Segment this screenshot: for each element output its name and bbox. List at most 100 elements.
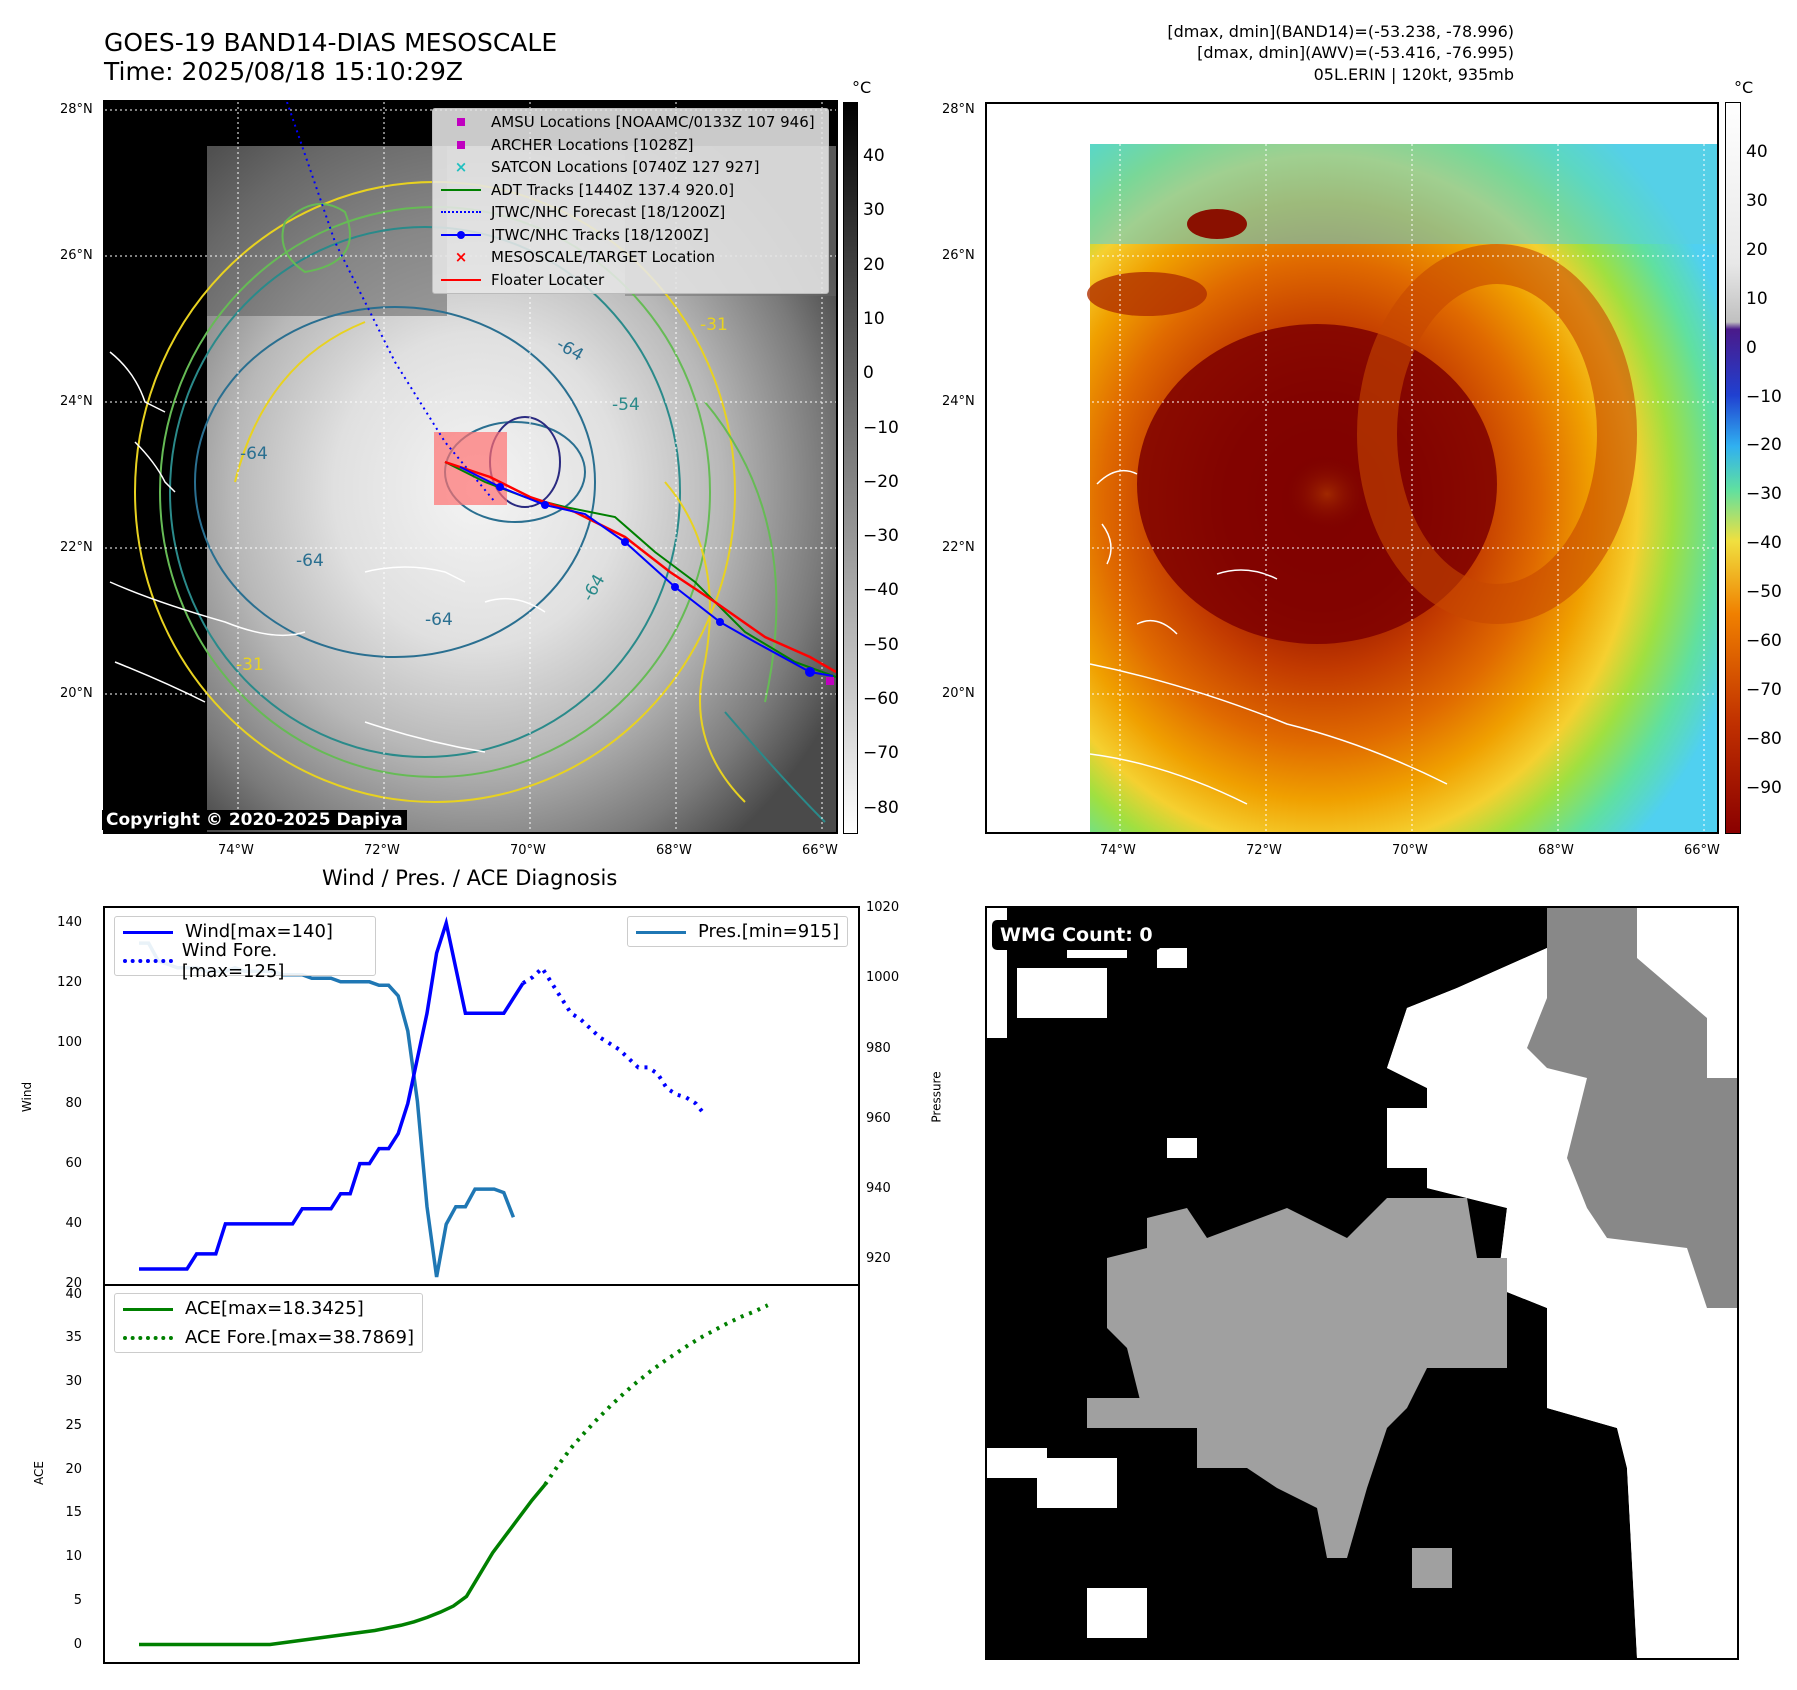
colorbar-tick: −20	[863, 471, 899, 492]
colorbar-tick: −50	[863, 634, 899, 655]
lat-tick: 26°N	[60, 248, 93, 263]
axis-tick: 5	[73, 1592, 82, 1608]
colorbar-tick: −40	[863, 580, 899, 601]
contour-label: -64	[240, 444, 268, 464]
legend-adt: ADT Tracks [1440Z 137.4 920.0]	[433, 179, 828, 202]
axis-tick: 940	[866, 1181, 891, 1197]
info-line1: [dmax, dmin](BAND14)=(-53.238, -78.996)	[1167, 22, 1514, 41]
lon-tick: 74°W	[1100, 843, 1136, 858]
legend-forecast: JTWC/NHC Forecast [18/1200Z]	[433, 201, 828, 224]
axis-tick: 25	[65, 1417, 82, 1433]
dias-colorbar-unit: °C	[1734, 78, 1754, 97]
wind-legend: Wind[max=140] Wind Fore.[max=125]	[114, 916, 376, 982]
axis-tick: 15	[65, 1505, 82, 1521]
colorbar-tick: 20	[863, 254, 885, 275]
axis-tick: 40	[65, 1286, 82, 1302]
dias-map-image	[987, 104, 1717, 832]
lat-tick: 24°N	[60, 394, 93, 409]
colorbar-tick: −30	[1746, 484, 1782, 505]
wind-forecast-line	[521, 965, 707, 1117]
axis-tick: 0	[73, 1636, 82, 1652]
colorbar-tick: −60	[1746, 631, 1782, 651]
colorbar-tick: 30	[863, 200, 885, 221]
pres-legend: Pres.[min=915]	[627, 916, 849, 947]
lon-tick: 72°W	[364, 843, 400, 858]
colorbar-tick: 20	[1746, 239, 1768, 260]
wind-line	[139, 916, 525, 1271]
legend-amsu: AMSU Locations [NOAAMC/0133Z 107 946]	[433, 111, 828, 134]
wmg-mask	[987, 908, 1737, 1658]
lat-tick: 28°N	[60, 102, 93, 117]
legend-satcon: × SATCON Locations [0740Z 127 927]	[454, 158, 760, 177]
diagnosis-title: Wind / Pres. / ACE Diagnosis	[322, 866, 618, 890]
colorbar-tick: 40	[863, 146, 885, 166]
title-line2: Time: 2025/08/18 15:10:29Z	[104, 57, 463, 86]
colorbar-tick: −10	[863, 417, 899, 438]
title-line1: GOES-19 BAND14-DIAS MESOSCALE	[104, 28, 558, 57]
colorbar-tick: 40	[1746, 142, 1768, 162]
legend-target: × MESOSCALE/TARGET Location	[454, 248, 716, 267]
copyright: Copyright © 2020-2025 Dapiya	[102, 810, 407, 830]
legend-pres: Pres.[min=915]	[628, 917, 847, 946]
lat-tick: 28°N	[942, 102, 975, 117]
axis-tick: 80	[65, 1095, 82, 1111]
colorbar-tick: 30	[1746, 190, 1768, 211]
lat-tick: 20°N	[942, 686, 975, 701]
axis-tick: 100	[57, 1035, 82, 1051]
axis-tick: 40	[65, 1215, 82, 1231]
axis-tick: 60	[65, 1155, 82, 1171]
axis-tick: 1000	[866, 970, 900, 986]
contour-label: -64	[425, 610, 453, 630]
wind-ylabel: Wind	[20, 1081, 35, 1113]
lon-tick: 74°W	[218, 843, 254, 858]
contour-label: -31	[236, 655, 264, 675]
lat-tick: 24°N	[942, 394, 975, 409]
info-line2: [dmax, dmin](AWV)=(-53.416, -76.995)	[1197, 43, 1514, 62]
lat-tick: 20°N	[60, 686, 93, 701]
lat-tick: 22°N	[60, 540, 93, 555]
ace-plot	[139, 1303, 769, 1647]
contour-label: -64	[296, 551, 324, 571]
lon-tick: 66°W	[1684, 843, 1720, 858]
lat-tick: 22°N	[942, 540, 975, 555]
lon-tick: 70°W	[510, 843, 546, 858]
legend-wind: Wind[max=140]	[115, 917, 375, 946]
colorbar-tick: −50	[1746, 582, 1782, 603]
lat-tick: 26°N	[942, 248, 975, 263]
ir-colorbar-unit: °C	[852, 78, 872, 97]
lon-tick: 66°W	[802, 843, 838, 858]
legend-ace: ACE[max=18.3425]	[115, 1294, 422, 1323]
ace-ylabel: ACE	[31, 1461, 46, 1485]
lon-tick: 72°W	[1246, 843, 1282, 858]
dias-map-panel	[985, 102, 1719, 834]
legend-ace-fore: ACE Fore.[max=38.7869]	[115, 1323, 422, 1352]
colorbar-tick: −80	[1746, 728, 1782, 749]
ir-map-panel: AMSU Locations [NOAAMC/0133Z 107 946] AR…	[103, 100, 838, 834]
colorbar-tick: 10	[1746, 288, 1768, 309]
pressure-ylabel: Pressure	[929, 1071, 944, 1123]
colorbar-tick: −70	[863, 743, 899, 764]
axis-tick: 120	[57, 975, 82, 991]
ir-colorbar	[843, 102, 858, 834]
axis-tick: 35	[65, 1330, 82, 1346]
wmg-panel	[985, 906, 1739, 1660]
axis-tick: 20	[65, 1461, 82, 1477]
map-legend: AMSU Locations [NOAAMC/0133Z 107 946] AR…	[432, 108, 829, 294]
wmg-count-label: WMG Count: 0	[992, 920, 1161, 950]
colorbar-tick: −10	[1746, 386, 1782, 407]
colorbar-tick: 0	[1746, 337, 1757, 358]
colorbar-tick: 10	[863, 308, 885, 329]
axis-tick: 20	[65, 1276, 82, 1291]
ace-panel	[103, 1284, 860, 1664]
axis-tick: 960	[866, 1110, 891, 1126]
contour-label: -54	[612, 395, 640, 415]
axis-tick: 10	[65, 1549, 82, 1565]
colorbar-tick: −40	[1746, 533, 1782, 554]
axis-tick: 1020	[866, 900, 900, 915]
colorbar-tick: −80	[863, 797, 899, 818]
lon-tick: 68°W	[656, 843, 692, 858]
axis-tick: 30	[65, 1374, 82, 1390]
colorbar-tick: 0	[863, 363, 874, 384]
legend-floater: Floater Locater	[433, 269, 828, 292]
ace-line	[139, 1483, 547, 1647]
